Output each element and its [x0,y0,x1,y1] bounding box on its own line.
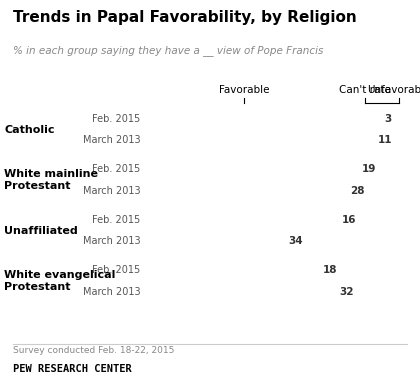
Text: 39: 39 [190,236,205,246]
Text: 28: 28 [350,186,365,196]
Text: Can't rate: Can't rate [339,85,391,95]
Text: Catholic: Catholic [4,124,55,135]
Text: 16: 16 [385,215,399,225]
Text: PEW RESEARCH CENTER: PEW RESEARCH CENTER [13,364,131,374]
Text: Survey conducted Feb. 18-22, 2015: Survey conducted Feb. 18-22, 2015 [13,346,174,355]
Text: 27: 27 [370,236,385,246]
Text: 65: 65 [225,186,239,196]
Text: Unfavorable: Unfavorable [367,85,420,95]
Text: Favorable: Favorable [219,85,270,95]
Text: 3: 3 [385,114,392,124]
Text: Trends in Papal Favorability, by Religion: Trends in Papal Favorability, by Religio… [13,10,356,25]
Text: 7: 7 [401,186,408,196]
Text: March 2013: March 2013 [83,287,141,297]
Text: March 2013: March 2013 [83,236,141,246]
Text: Feb. 2015: Feb. 2015 [92,265,141,275]
Text: 5: 5 [403,135,411,145]
Text: 9: 9 [398,287,405,297]
Text: 32: 32 [339,287,354,297]
Text: 16: 16 [342,215,357,225]
Text: Feb. 2015: Feb. 2015 [92,215,141,225]
Text: 18: 18 [323,265,338,275]
Text: White mainline
Protestant: White mainline Protestant [4,169,98,191]
Text: Unaffiliated: Unaffiliated [4,226,78,236]
Text: % in each group saying they have a __ view of Pope Francis: % in each group saying they have a __ vi… [13,45,323,56]
Text: 11: 11 [378,135,393,145]
Text: 7: 7 [401,164,408,174]
Text: Feb. 2015: Feb. 2015 [92,164,141,174]
Text: March 2013: March 2013 [83,135,141,145]
Text: 60: 60 [218,265,233,275]
Text: 90: 90 [257,114,272,124]
Text: Feb. 2015: Feb. 2015 [92,114,141,124]
Text: 34: 34 [288,236,303,246]
Text: 84: 84 [250,135,265,145]
Text: White evangelical
Protestant: White evangelical Protestant [4,270,116,292]
Text: 8: 8 [399,114,407,124]
Text: March 2013: March 2013 [83,186,141,196]
Text: 59: 59 [217,287,231,297]
Text: 22: 22 [377,265,391,275]
Text: 74: 74 [237,164,252,174]
Text: 19: 19 [362,164,377,174]
Text: 68: 68 [229,215,244,225]
